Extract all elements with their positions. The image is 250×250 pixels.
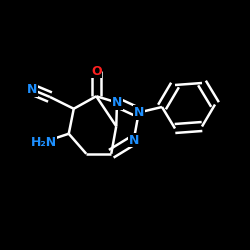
Text: N: N (128, 134, 139, 146)
Text: N: N (112, 96, 122, 109)
Text: N: N (27, 83, 37, 96)
Text: H₂N: H₂N (31, 136, 57, 148)
Text: N: N (134, 106, 144, 119)
Text: O: O (91, 65, 102, 78)
